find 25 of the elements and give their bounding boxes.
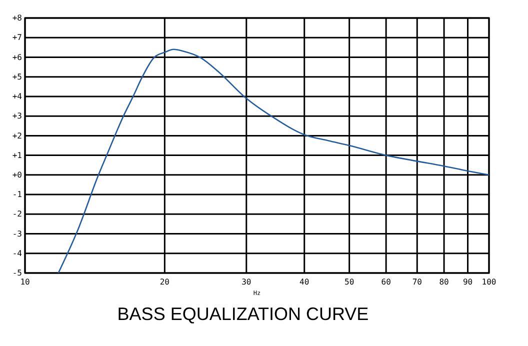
x-tick-label: 30 bbox=[242, 278, 252, 287]
x-tick-label: 100 bbox=[482, 278, 496, 287]
x-tick-label: 60 bbox=[381, 278, 392, 287]
x-tick-label: 70 bbox=[412, 278, 422, 287]
y-tick-label: +0 bbox=[12, 170, 22, 180]
text: BASS EQUALIZATION CURVE bbox=[117, 304, 369, 324]
y-tick-label: -2 bbox=[12, 210, 22, 219]
y-tick-label: +6 bbox=[12, 52, 22, 62]
y-tick-label: +2 bbox=[12, 131, 22, 140]
x-tick-label: 50 bbox=[344, 278, 354, 287]
x-tick-label: 90 bbox=[462, 278, 473, 287]
y-tick-label: +3 bbox=[12, 112, 22, 121]
y-tick-label: +5 bbox=[12, 72, 22, 82]
x-tick-label: 80 bbox=[439, 278, 450, 287]
y-tick-label: +8 bbox=[12, 14, 22, 23]
y-tick-label: -5 bbox=[12, 268, 22, 278]
x-tick-label: 40 bbox=[300, 278, 310, 287]
y-tick-label: -4 bbox=[12, 248, 22, 258]
x-tick-label: 10 bbox=[20, 278, 30, 287]
y-tick-label: -1 bbox=[12, 190, 22, 200]
y-tick-label: -3 bbox=[12, 229, 22, 238]
x-tick-label: 20 bbox=[160, 278, 170, 287]
y-tick-label: +4 bbox=[12, 92, 22, 102]
y-tick-label: +1 bbox=[12, 150, 22, 160]
y-tick-label: +7 bbox=[12, 33, 22, 42]
